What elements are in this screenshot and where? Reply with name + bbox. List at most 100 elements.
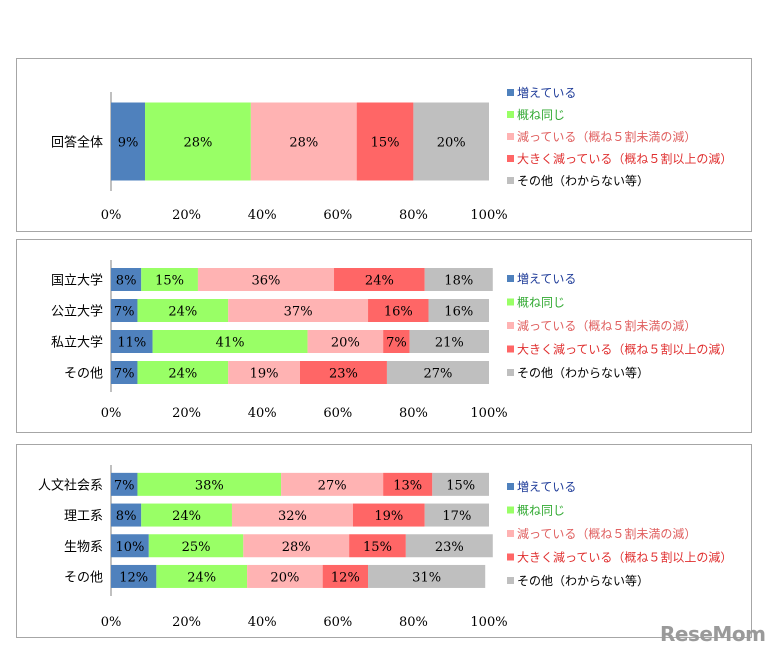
bar-segment: [247, 564, 323, 588]
bar-segment: [228, 299, 369, 322]
legend-label: 増えている: [517, 86, 576, 100]
bar-segment: [111, 268, 142, 291]
bar-segment: [141, 268, 198, 291]
bar-segment: [111, 472, 138, 496]
legend-swatch: [507, 322, 514, 329]
data-label: 32%: [278, 509, 307, 524]
data-label: 16%: [384, 305, 413, 320]
category-label: 国立大学: [51, 273, 103, 289]
chart-panel-field: 人文社会系 7% 38% 27% 13% 15% 理工系 8% 24% 32% 19% 17% 生物系 1…: [16, 444, 752, 638]
data-label: 20%: [437, 136, 466, 151]
legend-swatch: [507, 133, 514, 140]
data-label: 38%: [195, 478, 224, 493]
bar-segment: [197, 268, 335, 291]
legend-swatch: [507, 155, 514, 162]
data-label: 25%: [182, 540, 211, 555]
x-tick-label: 80%: [399, 615, 428, 630]
category-label: 回答全体: [51, 135, 103, 151]
data-label: 24%: [365, 274, 394, 289]
bar-segment: [424, 268, 493, 291]
data-label: 7%: [386, 336, 407, 351]
data-label: 15%: [155, 274, 184, 289]
data-label: 13%: [393, 478, 422, 493]
legend-swatch: [507, 275, 514, 282]
data-label: 36%: [252, 274, 281, 289]
bar-segment: [137, 472, 282, 496]
legend-swatch: [507, 577, 514, 584]
data-label: 12%: [331, 570, 360, 585]
bar-segment: [152, 330, 308, 353]
data-label: 7%: [114, 305, 135, 320]
data-label: 20%: [270, 570, 299, 585]
data-label: 10%: [115, 540, 144, 555]
bar-segment: [141, 503, 232, 527]
bar-segment: [111, 299, 138, 322]
data-label: 27%: [318, 478, 347, 493]
data-label: 17%: [442, 509, 471, 524]
bar-segment: [356, 102, 414, 181]
bar-segment: [250, 102, 357, 181]
legend-swatch: [507, 506, 514, 514]
bar-segment: [137, 361, 229, 384]
category-label: 理工系: [64, 509, 103, 524]
data-label: 7%: [114, 478, 135, 493]
data-label: 15%: [371, 136, 400, 151]
category-label: 生物系: [64, 540, 103, 555]
data-label: 24%: [168, 305, 197, 320]
stacked-bar-chart-field: 人文社会系 7% 38% 27% 13% 15% 理工系 8% 24% 32% 19% 17% 生物系 1…: [38, 465, 732, 630]
bar-segment: [383, 330, 410, 353]
legend-swatch: [507, 298, 514, 306]
bar-segment: [145, 102, 251, 181]
bar-segment: [111, 330, 153, 353]
legend-label: 大きく減っている（概ね５割以上の減）: [517, 151, 732, 166]
x-tick-label: 0%: [101, 615, 122, 630]
legend-label: 減っている（概ね５割未満の減）: [517, 526, 696, 541]
bar-segment: [386, 361, 489, 384]
stacked-bar-chart-university-type: 国立大学 8% 15% 36% 24% 18% 公立大学 7% 24% 37% 16% 16% 私立大学…: [51, 260, 732, 421]
legend-swatch: [507, 89, 514, 96]
data-label: 19%: [374, 509, 403, 524]
x-tick-label: 100%: [470, 406, 507, 421]
data-label: 23%: [329, 367, 358, 382]
bar-segment: [307, 330, 384, 353]
x-tick-label: 80%: [399, 406, 428, 421]
bar-segment: [243, 534, 350, 558]
data-label: 24%: [187, 570, 216, 585]
data-label: 8%: [116, 274, 137, 289]
data-label: 19%: [250, 367, 279, 382]
x-tick-label: 60%: [323, 208, 352, 223]
x-tick-label: 20%: [172, 208, 201, 223]
bar-segment: [111, 102, 146, 181]
x-tick-label: 0%: [101, 208, 122, 223]
data-label: 16%: [444, 305, 473, 320]
data-label: 21%: [435, 336, 464, 351]
chart-panel-overall: 回答全体 9% 28% 28% 15% 20% 0% 20% 40% 60% 80% 100% 増えてい…: [16, 58, 752, 232]
bar-segment: [322, 564, 369, 588]
data-label: 31%: [412, 570, 441, 585]
x-tick-label: 40%: [248, 208, 277, 223]
bar-segment: [413, 102, 489, 181]
data-label: 41%: [216, 336, 245, 351]
bar-segment: [137, 299, 229, 322]
data-label: 18%: [444, 274, 473, 289]
bar-segment: [111, 503, 142, 527]
resemom-logo: ReseMom: [660, 622, 766, 646]
bar-segment: [148, 534, 244, 558]
legend-label: 減っている（概ね５割未満の減）: [517, 129, 696, 144]
legend-label: 概ね同じ: [517, 296, 565, 310]
data-label: 20%: [331, 336, 360, 351]
x-tick-label: 80%: [399, 208, 428, 223]
category-label: 人文社会系: [38, 477, 103, 493]
legend-swatch: [507, 369, 514, 376]
bar-segment: [228, 361, 300, 384]
bar-segment: [368, 564, 486, 588]
x-tick-label: 20%: [172, 615, 201, 630]
category-label: その他: [64, 367, 103, 382]
legend-label: その他（わからない等）: [517, 174, 649, 188]
legend-swatch: [507, 177, 514, 184]
x-tick-label: 0%: [101, 406, 122, 421]
legend-swatch: [507, 111, 514, 118]
bar-segment: [428, 299, 489, 322]
x-tick-label: 40%: [248, 406, 277, 421]
bar-segment: [349, 534, 406, 558]
